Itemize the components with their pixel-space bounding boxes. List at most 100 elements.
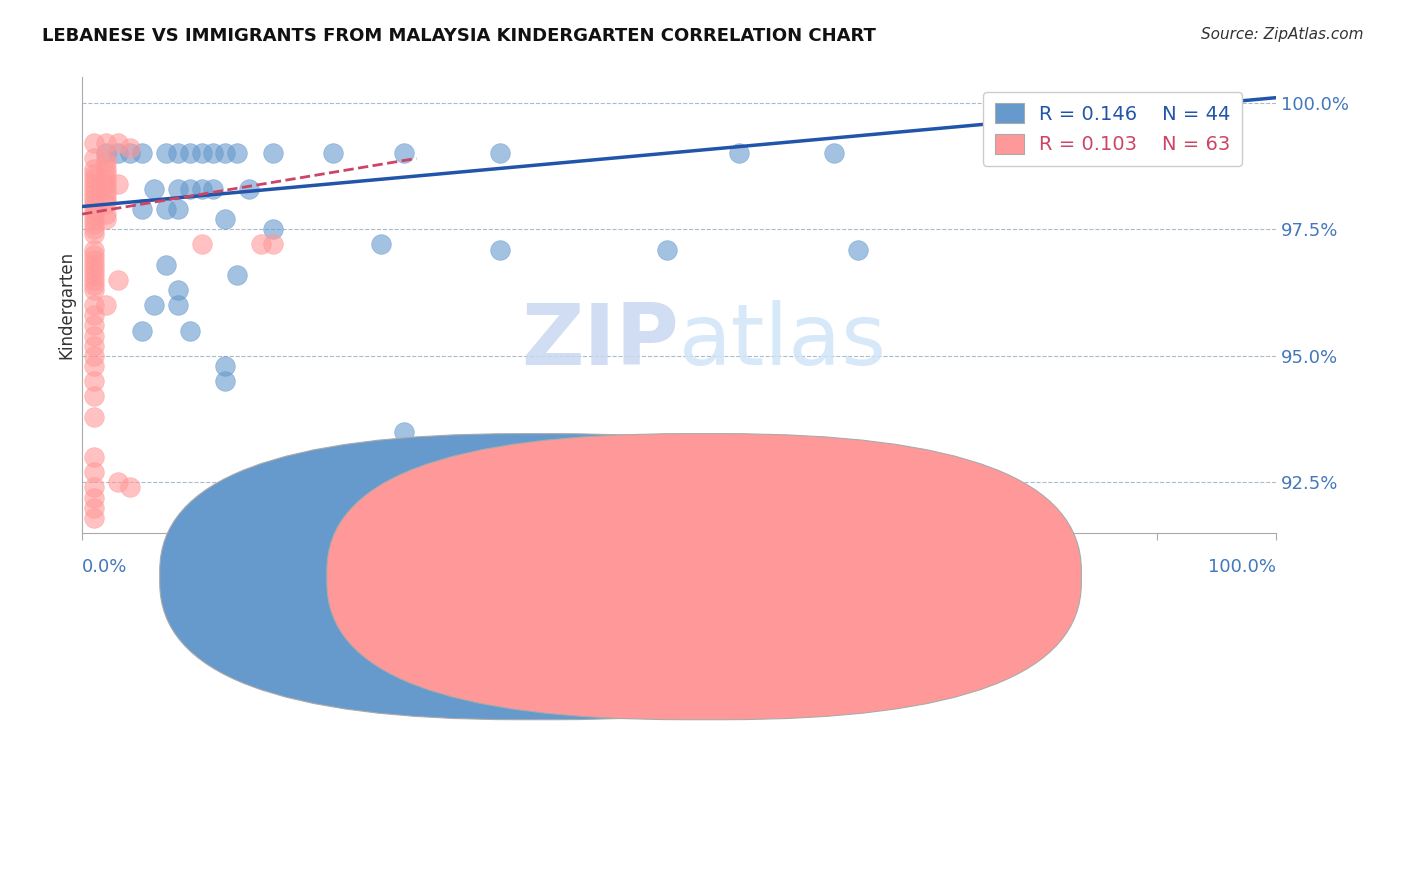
Point xyxy=(83,339,105,353)
Point xyxy=(155,202,177,216)
Point xyxy=(83,283,105,297)
Text: atlas: atlas xyxy=(679,300,887,384)
Point xyxy=(83,277,105,292)
Point xyxy=(394,425,416,439)
Point xyxy=(94,197,117,211)
Point xyxy=(83,252,105,267)
Point xyxy=(190,146,212,161)
Point xyxy=(179,146,201,161)
Point xyxy=(846,243,869,257)
Point xyxy=(83,374,105,388)
Point xyxy=(83,491,105,505)
Point xyxy=(83,510,105,524)
Point xyxy=(166,298,188,312)
Point xyxy=(166,146,188,161)
Point xyxy=(489,146,512,161)
Point xyxy=(107,273,129,287)
Point xyxy=(83,273,105,287)
Point xyxy=(83,243,105,257)
Point xyxy=(83,247,105,261)
Point xyxy=(155,258,177,272)
Point xyxy=(226,268,249,282)
Point xyxy=(107,136,129,151)
Point xyxy=(83,480,105,494)
Text: ZIP: ZIP xyxy=(522,300,679,384)
Point xyxy=(727,146,749,161)
Point xyxy=(131,324,153,338)
Text: LEBANESE VS IMMIGRANTS FROM MALAYSIA KINDERGARTEN CORRELATION CHART: LEBANESE VS IMMIGRANTS FROM MALAYSIA KIN… xyxy=(42,27,876,45)
Point xyxy=(322,146,344,161)
Point xyxy=(131,146,153,161)
Point xyxy=(94,167,117,181)
Legend: R = 0.146    N = 44, R = 0.103    N = 63: R = 0.146 N = 44, R = 0.103 N = 63 xyxy=(983,92,1243,166)
Point xyxy=(655,243,678,257)
Point xyxy=(83,207,105,221)
Point xyxy=(83,167,105,181)
FancyBboxPatch shape xyxy=(160,434,914,720)
Point xyxy=(83,465,105,479)
Point xyxy=(262,237,284,252)
Point xyxy=(83,450,105,464)
Point xyxy=(107,475,129,490)
Point xyxy=(238,182,260,196)
Point xyxy=(83,171,105,186)
Point xyxy=(83,389,105,403)
Text: Immigrants from Malaysia: Immigrants from Malaysia xyxy=(730,567,966,585)
Point xyxy=(107,177,129,191)
Point xyxy=(118,146,141,161)
Point xyxy=(1002,146,1025,161)
Point xyxy=(83,186,105,201)
Point xyxy=(166,182,188,196)
Point xyxy=(83,152,105,166)
Point xyxy=(142,298,165,312)
Y-axis label: Kindergarten: Kindergarten xyxy=(58,252,75,359)
Point xyxy=(83,359,105,373)
Point xyxy=(83,500,105,515)
Point xyxy=(83,409,105,424)
Point xyxy=(83,182,105,196)
Point xyxy=(94,171,117,186)
Point xyxy=(83,192,105,206)
Point xyxy=(83,328,105,343)
Text: Lebanese: Lebanese xyxy=(564,567,650,585)
Point xyxy=(83,212,105,227)
Point xyxy=(83,258,105,272)
Point xyxy=(94,156,117,170)
Point xyxy=(262,146,284,161)
Point xyxy=(83,197,105,211)
Point xyxy=(83,202,105,216)
Point xyxy=(83,227,105,242)
Point xyxy=(190,182,212,196)
Point xyxy=(214,374,236,388)
Point xyxy=(226,146,249,161)
Point xyxy=(214,212,236,227)
Point xyxy=(131,202,153,216)
Point xyxy=(83,318,105,333)
Point xyxy=(94,136,117,151)
Point xyxy=(83,136,105,151)
Point xyxy=(94,161,117,176)
Text: 100.0%: 100.0% xyxy=(1208,558,1277,576)
Point xyxy=(202,182,225,196)
Point xyxy=(83,308,105,322)
Point xyxy=(94,146,117,161)
Point xyxy=(83,217,105,231)
Point xyxy=(94,207,117,221)
Point xyxy=(94,192,117,206)
Point xyxy=(394,146,416,161)
Text: Source: ZipAtlas.com: Source: ZipAtlas.com xyxy=(1201,27,1364,42)
Point xyxy=(202,146,225,161)
Point xyxy=(179,182,201,196)
Point xyxy=(118,141,141,155)
Point xyxy=(262,222,284,236)
Point xyxy=(83,222,105,236)
Point xyxy=(166,202,188,216)
Text: 0.0%: 0.0% xyxy=(82,558,128,576)
Point xyxy=(83,298,105,312)
FancyBboxPatch shape xyxy=(326,434,1081,720)
Point xyxy=(83,268,105,282)
Point xyxy=(94,212,117,227)
Point xyxy=(179,324,201,338)
Point xyxy=(83,177,105,191)
Point xyxy=(1074,146,1097,161)
